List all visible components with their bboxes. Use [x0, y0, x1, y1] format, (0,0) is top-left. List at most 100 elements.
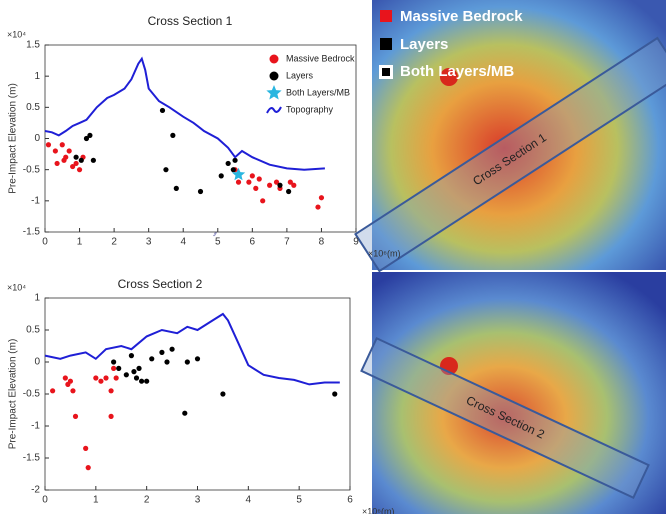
- x-tick-label: 5: [215, 237, 221, 248]
- chart: Cross Section 1 Pre-Impact Elevation (m) ×…: [7, 14, 400, 258]
- y-tick-label: 0.5: [26, 325, 40, 336]
- point: [149, 356, 154, 361]
- chart-title: Cross Section 1: [148, 14, 233, 28]
- point: [108, 388, 113, 393]
- point: [170, 133, 175, 138]
- point: [131, 369, 136, 374]
- y-tick-label: -1: [31, 195, 40, 206]
- point: [236, 180, 241, 185]
- point: [185, 359, 190, 364]
- legend-label: Layers: [286, 70, 314, 80]
- point: [63, 375, 68, 380]
- point: [159, 350, 164, 355]
- point: [63, 155, 68, 160]
- point: [50, 388, 55, 393]
- point: [124, 372, 129, 377]
- x-tick-label: 1: [93, 495, 99, 506]
- y-tick-label: 1.5: [26, 40, 40, 51]
- y-tick-label: -0.5: [23, 389, 41, 400]
- plot-area: [45, 298, 350, 490]
- map-legend-label: Both Layers/MB: [400, 63, 514, 80]
- point: [169, 347, 174, 352]
- point: [129, 353, 134, 358]
- point: [60, 142, 65, 147]
- point: [198, 189, 203, 194]
- point: [53, 148, 58, 153]
- point: [231, 167, 236, 172]
- legend-label: Topography: [286, 104, 334, 114]
- x-tick-label: 4: [246, 495, 252, 506]
- point: [103, 375, 108, 380]
- point: [74, 155, 79, 160]
- point: [277, 183, 282, 188]
- point: [220, 391, 225, 396]
- x-tick-label: 5: [296, 495, 302, 506]
- point: [114, 375, 119, 380]
- y-axis-label: Pre-Impact Elevation (m): [8, 339, 19, 450]
- y-axis-label: Pre-Impact Elevation (m): [8, 83, 19, 194]
- y-tick-label: 0.5: [26, 102, 40, 113]
- x-tick-label: 0: [42, 495, 48, 506]
- point: [70, 388, 75, 393]
- legend-label: Massive Bedrock: [286, 53, 355, 63]
- map-2: Cross Section 2: [361, 272, 666, 514]
- point: [54, 161, 59, 166]
- point: [174, 186, 179, 191]
- point: [68, 379, 73, 384]
- y-tick-label: -1.5: [23, 227, 41, 238]
- point: [164, 359, 169, 364]
- y-tick-label: -2: [31, 485, 40, 496]
- y-tick-label: -1.5: [23, 453, 41, 464]
- x-multiplier: ×10⁶(m): [362, 506, 394, 514]
- point: [319, 195, 324, 200]
- point: [93, 375, 98, 380]
- point: [77, 167, 82, 172]
- x-tick-label: 3: [195, 495, 201, 506]
- point: [46, 142, 51, 147]
- point: [111, 366, 116, 371]
- point: [332, 391, 337, 396]
- map-1: Cross Section 1 Massive Bedrock Layers B…: [355, 0, 666, 271]
- point: [160, 108, 165, 113]
- x-tick-label: 2: [144, 495, 150, 506]
- point: [139, 379, 144, 384]
- y-multiplier: ×10⁴: [7, 29, 26, 39]
- x-tick-label: 6: [347, 495, 353, 506]
- x-multiplier: ×10⁶(m): [368, 248, 400, 258]
- y-tick-label: -1: [31, 421, 40, 432]
- point: [291, 183, 296, 188]
- point: [260, 198, 265, 203]
- y-tick-label: 0: [34, 357, 40, 368]
- point: [87, 133, 92, 138]
- point: [134, 375, 139, 380]
- point: [74, 161, 79, 166]
- x-tick-label: 1: [77, 237, 83, 248]
- point: [83, 446, 88, 451]
- map-legend-label: Layers: [400, 36, 448, 53]
- point: [98, 379, 103, 384]
- y-tick-label: 0: [34, 133, 40, 144]
- point: [136, 366, 141, 371]
- point: [67, 148, 72, 153]
- x-tick-label: 7: [284, 237, 290, 248]
- legend-label: Both Layers/MB: [286, 87, 350, 97]
- point: [286, 189, 291, 194]
- figure: Cross Section 1 Massive Bedrock Layers B…: [0, 0, 666, 514]
- x-tick-label: 3: [146, 237, 152, 248]
- legend-marker: [270, 55, 279, 64]
- point: [226, 161, 231, 166]
- point: [116, 366, 121, 371]
- point: [73, 414, 78, 419]
- point: [253, 186, 258, 191]
- x-tick-label: 8: [319, 237, 325, 248]
- point: [163, 167, 168, 172]
- point: [91, 158, 96, 163]
- point: [144, 379, 149, 384]
- point: [86, 465, 91, 470]
- y-multiplier: ×10⁴: [7, 282, 26, 292]
- point: [267, 183, 272, 188]
- point: [315, 204, 320, 209]
- point: [79, 158, 84, 163]
- point: [250, 173, 255, 178]
